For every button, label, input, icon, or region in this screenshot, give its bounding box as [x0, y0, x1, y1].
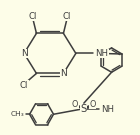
Text: Cl: Cl: [29, 12, 37, 21]
Text: NH: NH: [95, 49, 108, 58]
Text: S: S: [81, 104, 87, 114]
Text: N: N: [21, 49, 27, 58]
Text: Cl: Cl: [20, 81, 28, 90]
Text: O: O: [89, 100, 96, 109]
Text: Cl: Cl: [63, 12, 71, 21]
Text: N: N: [60, 69, 67, 78]
Text: NH: NH: [101, 105, 114, 114]
Text: CH₃: CH₃: [10, 111, 24, 117]
Text: O: O: [72, 100, 78, 109]
